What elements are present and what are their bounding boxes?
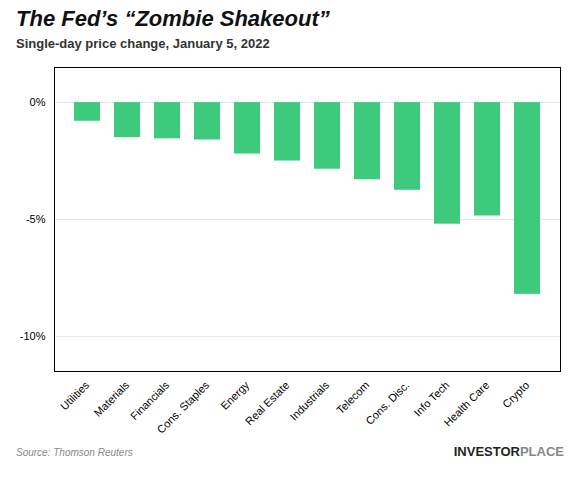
svg-text:0%: 0%	[30, 96, 46, 108]
svg-text:-10%: -10%	[20, 330, 46, 342]
html-text:INVESTOR PLACE: INVESTOR PLACE	[453, 444, 564, 460]
svg-text:Cons. Staples: Cons. Staples	[154, 379, 211, 436]
svg-text:Energy: Energy	[218, 379, 251, 412]
svg-text:Health Care: Health Care	[441, 379, 491, 429]
svg-text:Industrials: Industrials	[287, 379, 331, 423]
svg-text:Financials: Financials	[127, 379, 172, 423]
svg-text:Cons. Disc.: Cons. Disc.	[363, 379, 411, 427]
html-text:Source: Thomson Reuters: Source: Thomson Reuters	[16, 447, 133, 459]
svg-text:Utilities: Utilities	[58, 379, 92, 413]
svg-text:Crypto: Crypto	[500, 379, 531, 410]
svg-text:-5%: -5%	[26, 213, 46, 225]
html-text:The Fed’s “Zombie Shakeout”: The Fed’s “Zombie Shakeout”	[16, 6, 330, 31]
svg-text:Materials: Materials	[91, 379, 131, 419]
html-text:Single-day price change, Janua: Single-day price change, January 5, 2022	[16, 36, 270, 52]
svg-text:Telecom: Telecom	[334, 379, 371, 416]
svg-text:Real Estate: Real Estate	[243, 379, 292, 428]
svg-text:Info Tech: Info Tech	[411, 379, 451, 419]
